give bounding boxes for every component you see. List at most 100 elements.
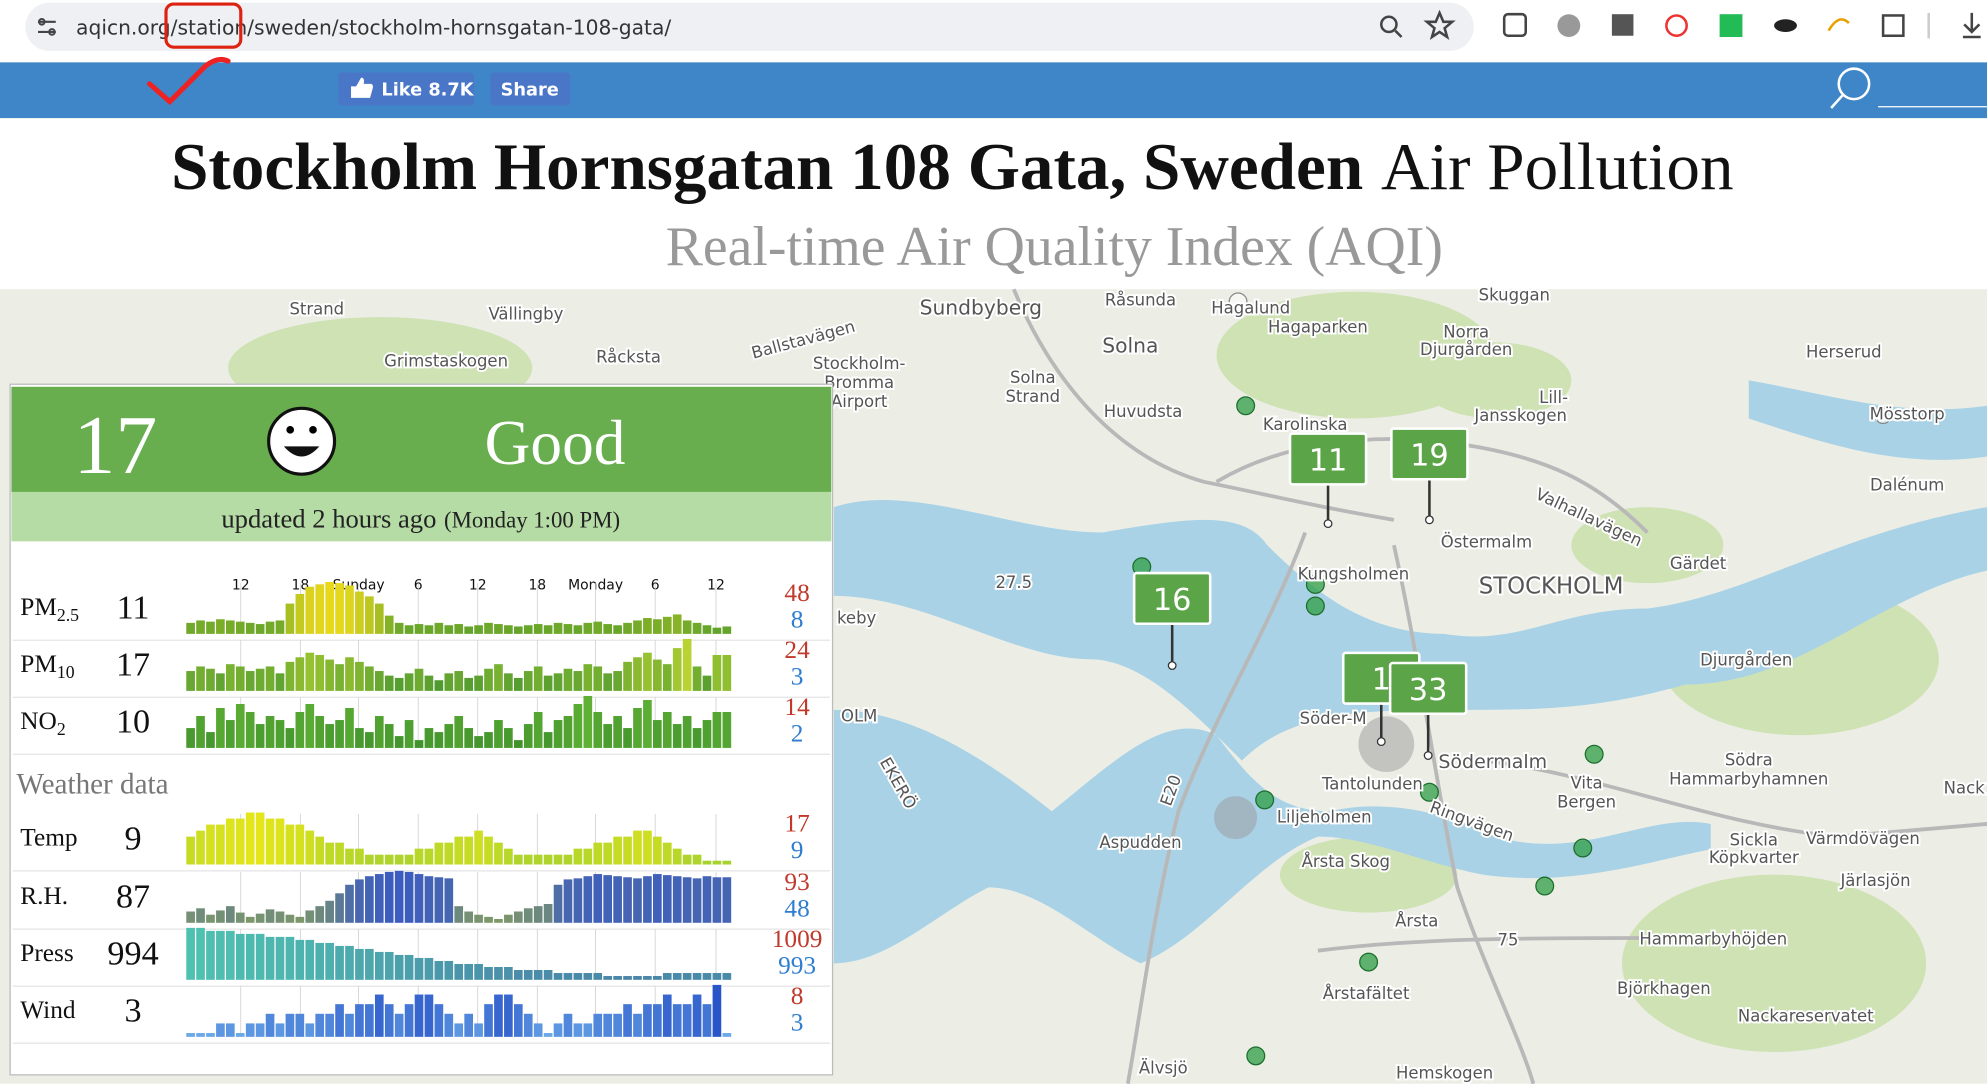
like-label[interactable]: Like 8.7K: [381, 80, 474, 100]
spark-bar: [712, 877, 722, 923]
map-label: Södermalm: [1438, 751, 1547, 773]
spark-bar: [414, 957, 424, 980]
spark-bar: [444, 878, 454, 923]
spark-bar: [216, 930, 225, 980]
spark-bar: [643, 618, 652, 634]
row-label: Temp: [20, 823, 77, 851]
spark-bar: [335, 1004, 344, 1037]
spark-bar: [484, 1004, 493, 1037]
search-icon[interactable]: [1830, 67, 1987, 109]
spark-bar: [186, 836, 195, 865]
spark-bar: [553, 854, 563, 865]
spark-bar: [404, 673, 414, 691]
station-dots[interactable]: [1132, 396, 1604, 1066]
spark-bar: [384, 724, 394, 748]
row-name: PM: [20, 650, 57, 678]
spark-bar: [593, 874, 603, 923]
map-label: Råsunda: [1105, 291, 1176, 310]
spark-bar: [315, 906, 325, 923]
spark-bar: [414, 994, 424, 1037]
map-label: Järlasjön: [1839, 871, 1910, 890]
spark-bar: [603, 875, 613, 923]
spark-bar: [662, 664, 672, 691]
spark-bar: [533, 854, 543, 865]
spark-bar: [226, 620, 235, 634]
spark-bar: [275, 911, 285, 923]
spark-bar: [216, 824, 225, 865]
spark-bar: [305, 703, 315, 748]
row-name: Temp: [20, 823, 77, 851]
max-value: 17: [784, 810, 809, 838]
spark-bar: [573, 671, 583, 691]
share-label[interactable]: Share: [501, 80, 559, 100]
spark-bar: [235, 933, 245, 980]
spark-bar: [384, 1004, 394, 1037]
spark-bar: [335, 583, 344, 634]
map-label: Aspudden: [1099, 833, 1181, 852]
aqi-marker[interactable]: [1390, 427, 1469, 481]
spark-bar: [345, 945, 354, 980]
spark-bar: [633, 976, 642, 980]
spark-bar: [325, 900, 334, 923]
min-value: 993: [778, 951, 816, 979]
spark-bar: [295, 916, 305, 923]
spark-bar: [613, 625, 622, 634]
map-label: Älvsjö: [1139, 1059, 1188, 1078]
map-label: Vällingby: [488, 305, 563, 324]
spark-bar: [633, 878, 642, 923]
spark-bar: [653, 874, 662, 923]
url-text[interactable]: aqicn.org/station/sweden/stockholm-horns…: [76, 15, 671, 39]
spark-bar: [414, 848, 424, 865]
spark-bar: [365, 666, 374, 691]
spark-bar: [235, 818, 245, 865]
spark-bar: [653, 836, 662, 865]
spark-bar: [355, 728, 364, 748]
spark-bar: [444, 724, 454, 748]
spark-bar: [573, 848, 583, 865]
spark-bar: [474, 675, 483, 691]
spark-bar: [712, 860, 722, 865]
aqi-marker[interactable]: [1132, 571, 1212, 626]
spark-bar: [722, 654, 732, 691]
current-value: 994: [107, 936, 158, 973]
spark-bar: [722, 712, 732, 748]
spark-bar: [394, 736, 404, 748]
spark-bar: [653, 976, 662, 980]
site-info-icon[interactable]: [38, 18, 56, 36]
aqi-marker[interactable]: [1288, 432, 1368, 486]
map-label: 27.5: [995, 573, 1032, 592]
spark-bar: [414, 874, 424, 923]
spark-bar: [235, 666, 245, 691]
spark-bar: [404, 720, 414, 748]
spark-bar: [662, 712, 672, 748]
marker-foot: [1376, 737, 1386, 747]
spark-bar: [295, 1013, 305, 1037]
spark-bar: [593, 1013, 603, 1037]
spark-bar: [662, 994, 672, 1037]
spark-bar: [226, 720, 235, 748]
map-label: Kungsholmen: [1298, 564, 1410, 583]
spark-bar: [603, 976, 613, 980]
map-label: Nackareservatet: [1738, 1007, 1874, 1026]
spark-bar: [305, 586, 315, 634]
spark-bar: [692, 878, 702, 923]
url-box[interactable]: [25, 2, 1474, 51]
spark-bar: [255, 812, 265, 865]
like-button[interactable]: [338, 72, 474, 106]
spark-bar: [255, 668, 265, 691]
marker-foot: [1424, 515, 1434, 525]
spark-bar: [484, 668, 493, 691]
map-label: Östermalm: [1441, 533, 1532, 552]
share-button[interactable]: [490, 72, 571, 106]
spark-bar: [692, 728, 702, 748]
spark-bar: [672, 876, 682, 923]
spark-bar: [702, 973, 712, 980]
spark-bar: [206, 621, 215, 634]
spark-bar: [374, 951, 384, 980]
map-label: Värmdövägen: [1806, 829, 1920, 848]
spark-bar: [335, 720, 344, 748]
aqi-marker[interactable]: [1388, 661, 1468, 715]
spark-bar: [226, 930, 235, 980]
spark-bar: [454, 906, 464, 923]
spark-bar: [226, 664, 235, 691]
